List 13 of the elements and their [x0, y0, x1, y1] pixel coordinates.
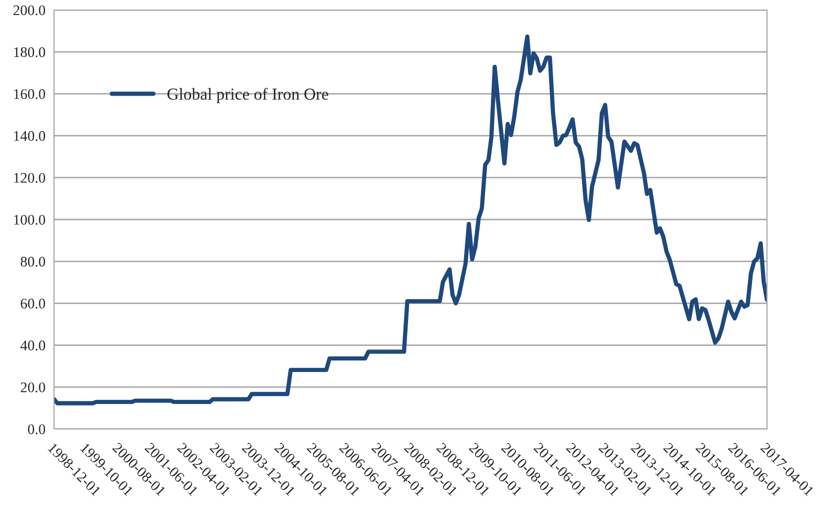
y-tick-label: 160.0 — [14, 89, 46, 100]
y-tick-label: 0.0 — [28, 424, 46, 434]
line-series — [54, 34, 767, 406]
y-tick-label: 20.0 — [20, 382, 46, 392]
y-tick-label: 60.0 — [20, 298, 46, 309]
y-tick-label: 180.0 — [14, 47, 46, 58]
y-tick-label: 120.0 — [14, 172, 46, 183]
y-tick-label: 40.0 — [20, 340, 46, 350]
y-tick-label: 80.0 — [20, 256, 46, 267]
y-tick-label: 140.0 — [14, 131, 46, 141]
y-tick-label: 200.0 — [13, 5, 46, 16]
y-tick-label: 100.0 — [14, 214, 46, 225]
legend-label: Global price of Iron Ore — [167, 88, 328, 104]
